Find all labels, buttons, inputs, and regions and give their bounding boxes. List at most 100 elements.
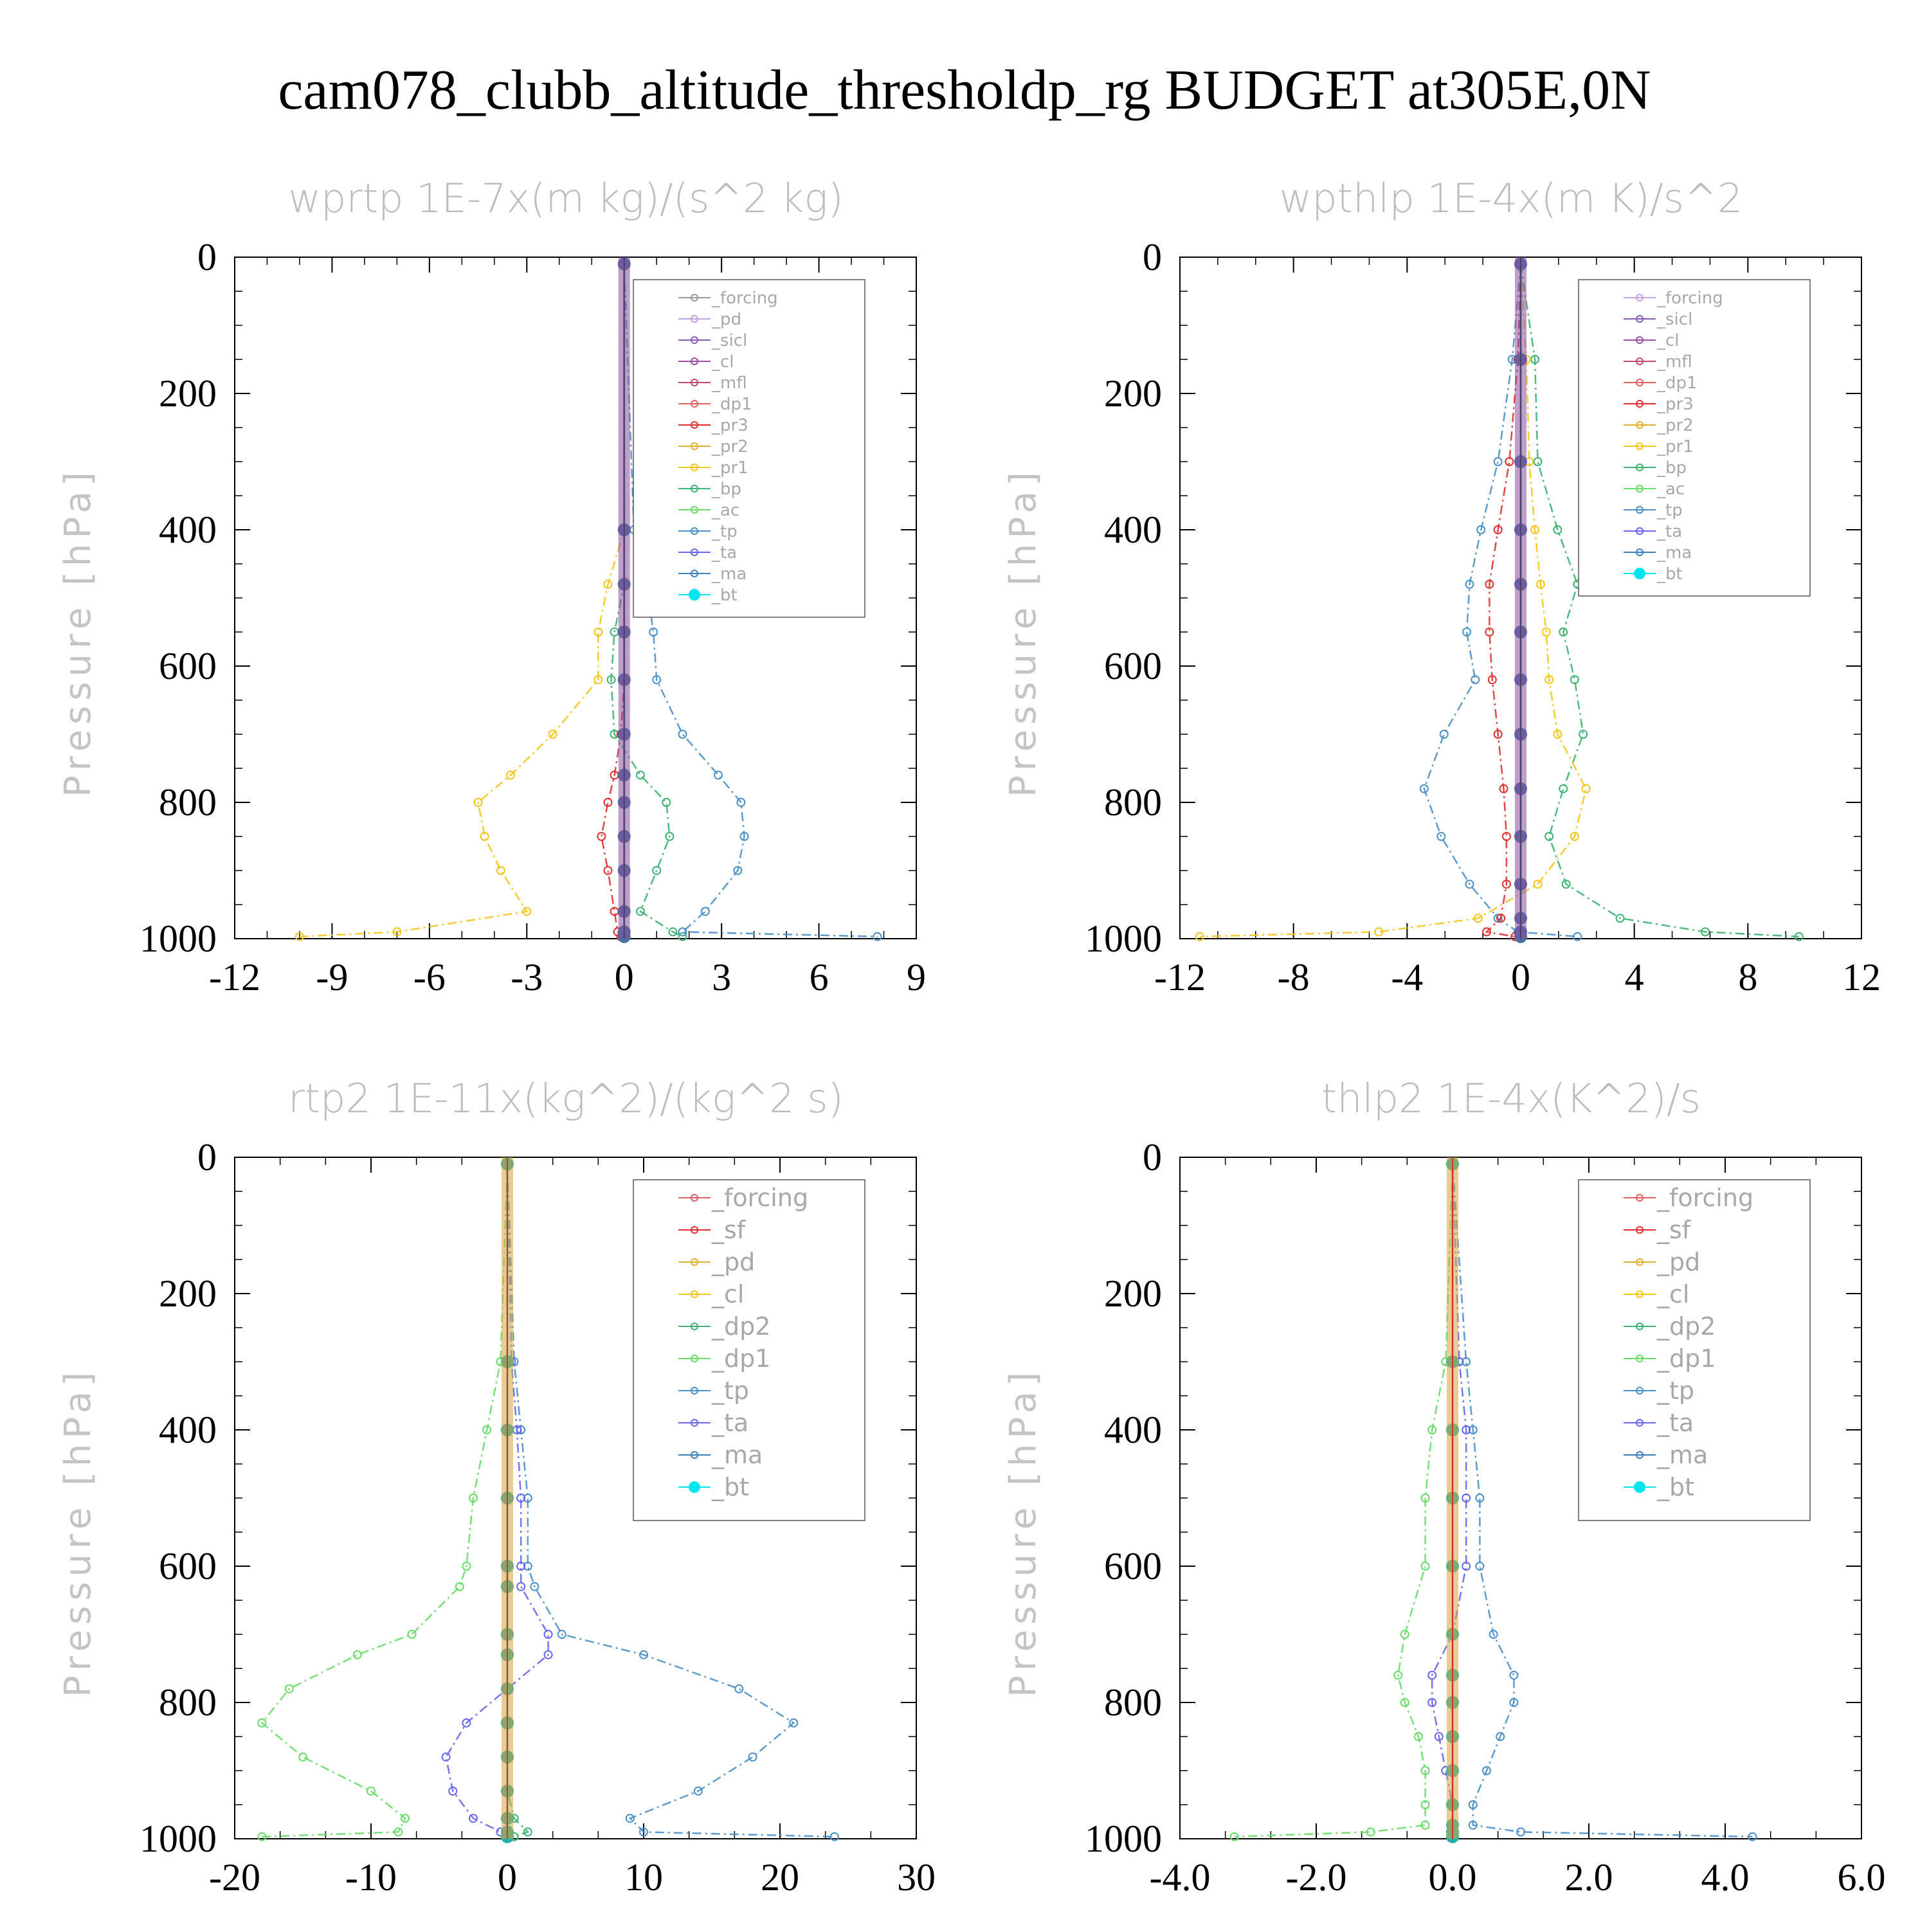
data-point	[516, 1562, 526, 1571]
x-tick-label: -2.0	[1286, 1856, 1347, 1899]
legend-label: _pr3	[1656, 395, 1694, 414]
data-point	[1419, 784, 1429, 793]
legend-marker	[691, 548, 698, 556]
legend-marker	[1636, 379, 1644, 386]
data-point	[1400, 1630, 1409, 1639]
legend-label: _pr2	[1656, 416, 1694, 435]
data-point	[652, 866, 662, 875]
data-point	[662, 798, 671, 807]
data-point	[1471, 675, 1480, 685]
data-point	[557, 1630, 566, 1639]
data-point	[1544, 675, 1554, 685]
data-point	[1420, 1766, 1430, 1775]
data-point	[593, 675, 603, 685]
legend-marker	[691, 1419, 698, 1427]
y-tick-label: 0	[1143, 236, 1162, 278]
legend-marker	[1636, 527, 1644, 535]
data-point	[1475, 1562, 1485, 1571]
y-tick-label: 200	[1104, 1272, 1162, 1315]
data-point	[1427, 1670, 1437, 1680]
y-tick-label: 0	[1143, 1136, 1162, 1178]
y-tick-label: 400	[159, 1409, 217, 1451]
legend-marker	[691, 379, 698, 386]
data-point	[635, 770, 645, 780]
data-point	[482, 1425, 492, 1434]
legend: _forcing _sf _pd _cl _dp2 _dp1 _tp _ta _ma _bt	[1578, 1179, 1811, 1521]
data-point	[1427, 1698, 1437, 1707]
data-point	[649, 627, 658, 636]
legend-marker	[1636, 336, 1644, 344]
legend-label: _ta	[711, 1409, 748, 1437]
y-tick-label: 600	[159, 645, 217, 687]
data-point	[257, 1718, 267, 1728]
data-point	[1414, 1732, 1423, 1741]
data-point	[469, 1494, 478, 1503]
data-point	[455, 1582, 464, 1591]
legend-marker	[691, 421, 698, 429]
legend-label: _mfl	[711, 374, 747, 393]
legend-marker	[1634, 568, 1645, 579]
legend-marker	[1636, 548, 1644, 556]
panel-2: wpthlp 1E-4x(m K)/s^2 0 200 400 600 800 1000-1…	[1002, 175, 1881, 998]
data-point	[1195, 932, 1204, 941]
data-point	[1559, 784, 1568, 793]
y-tick-label: 400	[1104, 509, 1162, 551]
legend-marker	[1636, 1387, 1644, 1395]
legend-label: _dp2	[1656, 1312, 1716, 1341]
legend-label: _ma	[1656, 1441, 1708, 1469]
panel-title: rtp2 1E-11x(kg^2)/(kg^2 s)	[288, 1075, 844, 1122]
x-tick-label: -3	[511, 956, 543, 998]
legend-label: _bt	[711, 1473, 749, 1501]
data-point	[1573, 932, 1582, 941]
y-tick-label: 1000	[140, 1818, 217, 1860]
legend-label: _tp	[1656, 1377, 1694, 1405]
data-point	[603, 798, 613, 807]
data-point	[1533, 457, 1543, 466]
data-point	[1465, 579, 1474, 589]
data-point	[789, 1718, 799, 1728]
legend-box	[633, 279, 865, 618]
data-point	[1581, 784, 1591, 793]
data-point	[1485, 579, 1494, 589]
x-tick-label: 4	[1625, 956, 1644, 998]
legend-marker	[1636, 1258, 1644, 1266]
data-point	[1420, 1562, 1430, 1571]
data-point	[748, 1752, 757, 1762]
x-tick-label: 9	[907, 956, 926, 998]
data-point	[597, 832, 606, 841]
panel-title: thlp2 1E-4x(K^2)/s	[1321, 1075, 1701, 1122]
data-point	[714, 770, 723, 780]
data-point	[523, 1494, 532, 1503]
data-point	[625, 1814, 635, 1823]
legend-marker	[1636, 1419, 1644, 1427]
y-axis-label: Pressure [hPa]	[57, 1367, 99, 1697]
data-point	[1535, 579, 1545, 589]
data-point	[734, 1684, 744, 1693]
legend-marker	[691, 1387, 698, 1395]
legend-marker	[1636, 1290, 1644, 1298]
legend-marker	[691, 336, 698, 344]
data-point	[516, 1582, 526, 1591]
data-point	[1436, 832, 1446, 841]
x-tick-label: 0	[1511, 956, 1530, 998]
legend-marker	[691, 442, 698, 450]
data-point	[257, 1832, 267, 1841]
legend-marker	[1636, 464, 1644, 471]
data-point	[733, 866, 743, 875]
legend-label: _dp1	[711, 1344, 770, 1373]
data-point	[352, 1650, 362, 1659]
data-point	[668, 927, 678, 937]
data-point	[1427, 1425, 1437, 1434]
legend-marker	[691, 400, 698, 408]
data-point	[1468, 1800, 1478, 1809]
y-tick-label: 800	[159, 1681, 217, 1724]
x-tick-label: 0	[615, 956, 634, 998]
legend-label: _cl	[711, 1280, 744, 1308]
data-point	[678, 730, 687, 739]
series-line-bp	[1519, 264, 1799, 938]
legend-marker	[691, 570, 698, 577]
legend-label: _dp2	[711, 1312, 770, 1341]
legend-label: _ma	[1656, 543, 1692, 563]
data-point	[284, 1684, 294, 1693]
